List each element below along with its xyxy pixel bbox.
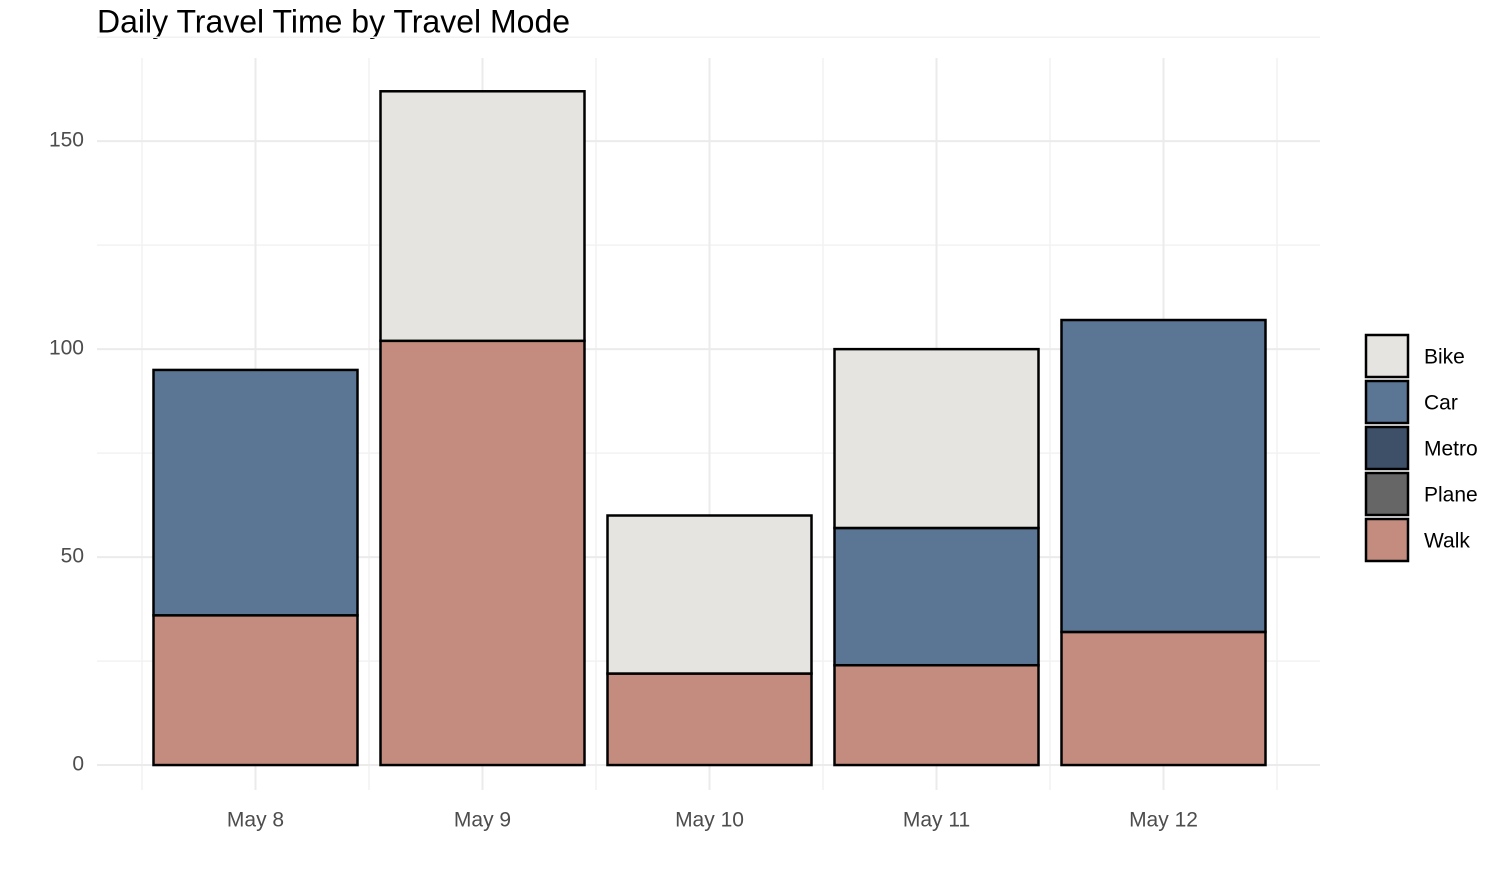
bar-segment bbox=[606, 514, 813, 675]
bar-segment bbox=[1060, 318, 1267, 634]
legend-key bbox=[1364, 333, 1410, 379]
legend-label: Bike bbox=[1424, 346, 1465, 369]
x-tick-label: May 12 bbox=[1129, 809, 1198, 832]
x-tick-label: May 11 bbox=[903, 809, 970, 832]
y-tick-label: 100 bbox=[49, 337, 84, 360]
bar-segment bbox=[379, 339, 586, 767]
y-tick-label: 150 bbox=[49, 129, 84, 152]
legend-key bbox=[1364, 425, 1410, 471]
bar-segment bbox=[833, 347, 1040, 530]
bar-segment bbox=[833, 663, 1040, 767]
bar-segment bbox=[379, 90, 586, 343]
legend-label: Walk bbox=[1424, 530, 1470, 553]
bar-segment bbox=[1060, 630, 1267, 767]
bar-segment bbox=[152, 368, 359, 617]
bar-segment bbox=[152, 614, 359, 767]
legend-key bbox=[1364, 471, 1410, 517]
y-tick-label: 0 bbox=[72, 753, 84, 776]
bar-segment bbox=[606, 672, 813, 767]
x-tick-label: May 8 bbox=[227, 809, 284, 832]
legend-key bbox=[1364, 379, 1410, 425]
bar-segment bbox=[833, 526, 1040, 667]
legend-label: Plane bbox=[1424, 484, 1478, 507]
legend-label: Car bbox=[1424, 392, 1458, 415]
legend-label: Metro bbox=[1424, 438, 1478, 461]
x-tick-label: May 10 bbox=[675, 809, 744, 832]
chart-title: Daily Travel Time by Travel Mode bbox=[97, 3, 570, 39]
y-tick-label: 50 bbox=[61, 545, 84, 568]
x-tick-label: May 9 bbox=[454, 809, 511, 832]
legend-key bbox=[1364, 517, 1410, 563]
